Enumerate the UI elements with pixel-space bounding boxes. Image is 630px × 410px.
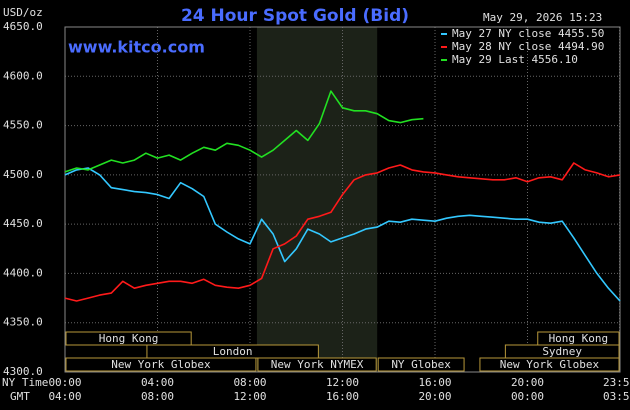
y-tick-label: 4400.0 bbox=[3, 266, 43, 279]
x-tick-label: 20:00 bbox=[511, 376, 544, 389]
session-box bbox=[65, 331, 192, 346]
x-axis-label: NY Time bbox=[2, 376, 48, 389]
series-line bbox=[64, 90, 424, 173]
session-label: Hong Kong bbox=[549, 332, 609, 345]
session-box bbox=[257, 357, 377, 372]
y-tick-label: 4500.0 bbox=[3, 168, 43, 181]
session-label: New York Globex bbox=[500, 358, 600, 371]
session-label: NY Globex bbox=[391, 358, 451, 371]
y-tick-label: 4350.0 bbox=[3, 316, 43, 329]
legend-label: May 27 NY close 4455.50 bbox=[452, 27, 604, 40]
legend-swatch bbox=[441, 46, 447, 48]
plot-area: 4300.0 4350.0 4400.0 4450.0 4500.0 4550.0 4600… bbox=[3, 20, 630, 403]
y-tick-label: 4650.0 bbox=[3, 20, 43, 33]
x-tick-label: 04:00 bbox=[141, 376, 174, 389]
legend-swatch bbox=[441, 33, 447, 35]
x-tick-label: 23:59 bbox=[603, 376, 630, 389]
session-label: Sydney bbox=[542, 345, 582, 358]
x2-tick-label: 20:00 bbox=[418, 390, 451, 403]
x2-tick-label: 04:00 bbox=[48, 390, 81, 403]
session-box bbox=[479, 357, 620, 372]
session-label: New York NYMEX bbox=[271, 358, 364, 371]
y-tick-label: 4550.0 bbox=[3, 119, 43, 132]
y-tick-label: 4450.0 bbox=[3, 217, 43, 230]
x2-tick-label: 00:00 bbox=[511, 390, 544, 403]
session-box bbox=[377, 357, 465, 372]
site-label: www.kitco.com bbox=[68, 38, 205, 57]
x2-axis-label: GMT bbox=[10, 390, 30, 403]
x2-tick-label: 16:00 bbox=[326, 390, 359, 403]
legend-label: May 28 NY close 4494.90 bbox=[452, 40, 604, 53]
session-box bbox=[65, 357, 257, 372]
x2-tick-label: 03:59 bbox=[603, 390, 630, 403]
x-tick-label: 00:00 bbox=[48, 376, 81, 389]
x2-tick-label: 12:00 bbox=[233, 390, 266, 403]
series-line bbox=[64, 162, 621, 302]
x2-tick-label: 08:00 bbox=[141, 390, 174, 403]
legend-label: May 29 Last 4556.10 bbox=[452, 53, 578, 66]
session-shade bbox=[256, 27, 378, 372]
y-tick-label: 4300.0 bbox=[3, 365, 43, 378]
plot-frame bbox=[64, 26, 621, 373]
y-tick-label: 4600.0 bbox=[3, 69, 43, 82]
timestamp: May 29, 2026 15:23 bbox=[483, 11, 602, 24]
session-label: Hong Kong bbox=[99, 332, 159, 345]
legend-swatch bbox=[441, 59, 447, 61]
chart-title: 24 Hour Spot Gold (Bid) bbox=[181, 6, 409, 26]
x-tick-label: 08:00 bbox=[233, 376, 266, 389]
unit-label: USD/oz bbox=[3, 6, 43, 19]
series-line bbox=[64, 167, 621, 302]
session-label: New York Globex bbox=[111, 358, 211, 371]
x-tick-label: 12:00 bbox=[326, 376, 359, 389]
x-tick-label: 16:00 bbox=[418, 376, 451, 389]
session-label: London bbox=[213, 345, 253, 358]
